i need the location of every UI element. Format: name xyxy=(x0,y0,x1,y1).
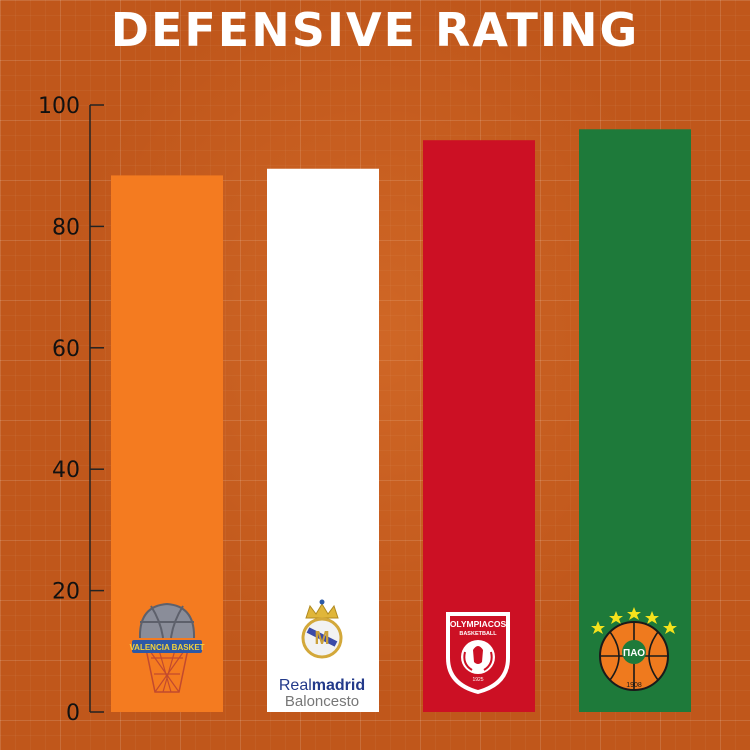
olympiacos-logo-text: OLYMPIACOS xyxy=(450,619,507,629)
panathinaikos-year: 1908 xyxy=(626,682,642,689)
panathinaikos-logo: ΠΑΟ 1908 xyxy=(591,607,677,691)
y-tick-label: 80 xyxy=(52,215,80,240)
valencia-logo-text: VALENCIA BASKET xyxy=(129,643,204,652)
real-madrid-subtitle: Baloncesto xyxy=(285,693,359,710)
y-tick-label: 40 xyxy=(52,458,80,483)
real-madrid-crest: M xyxy=(301,599,343,659)
y-tick-label: 100 xyxy=(38,94,80,119)
bars xyxy=(111,129,691,713)
svg-text:M: M xyxy=(315,628,330,648)
chart-title: DEFENSIVE RATING xyxy=(110,3,640,57)
valencia-basket-logo: VALENCIA BASKET xyxy=(129,602,205,693)
olympiacos-year: 1925 xyxy=(472,677,483,683)
olympiacos-logo-subtext: BASKETBALL xyxy=(459,631,497,637)
y-tick-label: 0 xyxy=(66,701,80,726)
y-tick-label: 60 xyxy=(52,337,80,362)
olympiacos-logo: OLYMPIACOS BASKETBALL 1925 xyxy=(446,612,510,694)
real-madrid-wordmark: Realmadrid xyxy=(279,677,365,694)
panathinaikos-letters: ΠΑΟ xyxy=(623,648,645,659)
y-axis: 0 20 40 60 80 100 xyxy=(38,94,104,726)
y-tick-label: 20 xyxy=(52,580,80,605)
